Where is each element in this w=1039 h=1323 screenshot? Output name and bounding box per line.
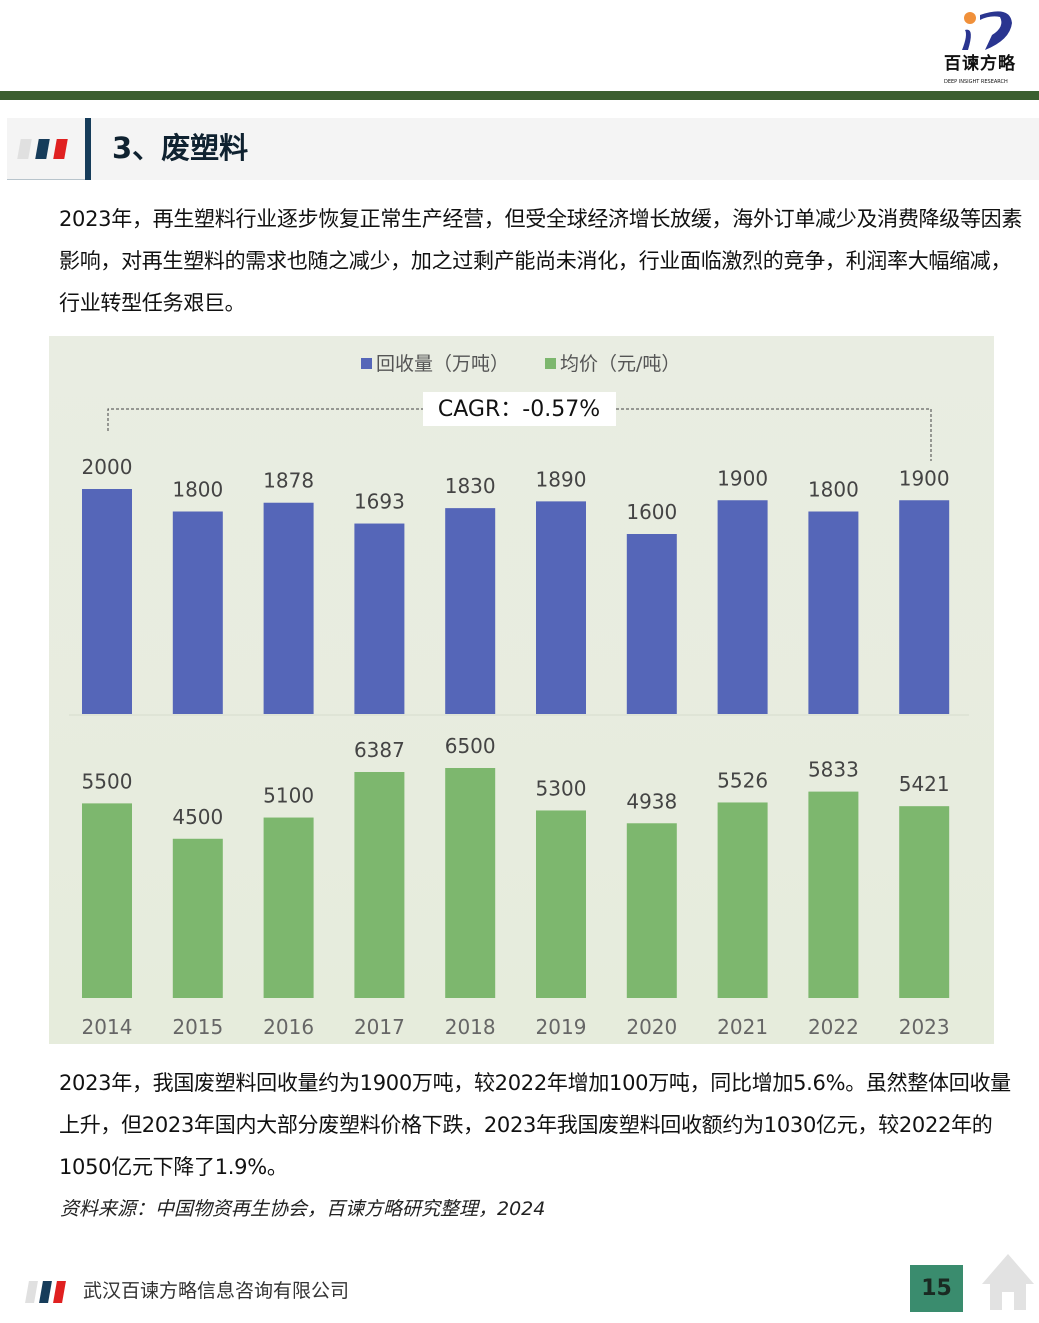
data-label: 5421 [899, 772, 950, 796]
legend-swatch-price [545, 358, 556, 369]
bar-price-2017 [354, 771, 405, 998]
logo-text: 百谏方略 [944, 54, 1016, 74]
bar-recovery-2017 [354, 523, 405, 714]
x-tick-label: 2019 [536, 1015, 587, 1039]
bar-recovery-2016 [263, 502, 314, 714]
cagr-box [423, 392, 616, 426]
bar-chart: 回收量（万吨） 均价（元/吨） CAGR：-0.57% 2000 5500 2014… [49, 336, 994, 1044]
bar-recovery-2020 [626, 534, 677, 714]
bar-recovery-2021 [717, 500, 768, 714]
x-tick-label: 2022 [808, 1015, 859, 1039]
logo-subtext: DEEP INSIGHT RESEARCH [944, 79, 1008, 85]
x-tick-label: 2017 [354, 1015, 405, 1039]
company-logo: 百谏方略 DEEP INSIGHT RESEARCH [940, 5, 1035, 87]
bar-price-2015 [172, 838, 223, 998]
x-tick-label: 2018 [445, 1015, 496, 1039]
data-label: 1890 [536, 467, 587, 491]
bar-price-2019 [536, 810, 586, 998]
data-label: 5100 [263, 784, 314, 808]
data-label: 5300 [536, 776, 587, 800]
data-label: 6387 [354, 738, 405, 762]
page-number: 15 [910, 1265, 963, 1312]
bar-price-2021 [717, 802, 768, 998]
section-title: 3、废塑料 [112, 131, 249, 165]
home-icon[interactable] [980, 1252, 1036, 1312]
header-divider [0, 91, 1039, 100]
bar-recovery-2018 [445, 508, 496, 714]
logo-mark-icon [962, 11, 1012, 50]
legend-swatch-recovery [361, 358, 372, 369]
data-label: 1900 [717, 466, 768, 490]
bar-price-2023 [899, 806, 950, 998]
bar-recovery-2014 [82, 489, 132, 714]
cagr-label: CAGR：-0.57% [438, 397, 600, 422]
data-label: 2000 [82, 455, 133, 479]
data-label: 1900 [899, 466, 950, 490]
data-label: 1600 [626, 500, 677, 524]
bar-price-2016 [263, 817, 314, 998]
legend-price: 均价（元/吨） [560, 353, 680, 375]
legend: 回收量（万吨） 均价（元/吨） [361, 353, 680, 375]
bar-recovery-2015 [172, 511, 223, 714]
x-tick-label: 2023 [899, 1015, 950, 1039]
data-label: 1878 [263, 469, 314, 493]
data-label: 1693 [354, 490, 405, 514]
x-tick-label: 2015 [172, 1015, 223, 1039]
data-label: 1800 [172, 478, 223, 502]
data-label: 6500 [445, 734, 496, 758]
bar-price-2022 [808, 791, 859, 998]
data-label: 4938 [626, 789, 677, 813]
legend-recovery: 回收量（万吨） [376, 353, 509, 375]
bottom-text: 2023年，我国废塑料回收量约为1900万吨，较2022年增加100万吨，同比增… [59, 1062, 1024, 1222]
source-note: 资料来源：中国物资再生协会，百谏方略研究整理，2024 [60, 1198, 546, 1220]
bar-recovery-2019 [536, 501, 586, 714]
x-tick-label: 2016 [263, 1015, 314, 1039]
bar-price-2018 [445, 768, 496, 998]
intro-paragraph: 2023年，再生塑料行业逐步恢复正常生产经营，但受全球经济增长放缓，海外订单减少… [59, 207, 1023, 315]
cagr-bracket [107, 408, 932, 461]
bar-recovery-2022 [808, 511, 859, 714]
data-label: 5526 [717, 768, 768, 792]
data-label: 5833 [808, 758, 859, 782]
section-header: 3、废塑料 [7, 118, 1039, 180]
bar-price-2014 [82, 803, 132, 998]
x-tick-label: 2020 [626, 1015, 677, 1039]
x-tick-label: 2021 [717, 1015, 768, 1039]
data-label: 1800 [808, 478, 859, 502]
summary-paragraph: 2023年，我国废塑料回收量约为1900万吨，较2022年增加100万吨，同比增… [59, 1071, 1011, 1179]
data-label: 5500 [82, 769, 133, 793]
x-tick-label: 2014 [82, 1015, 133, 1039]
data-label: 1830 [445, 474, 496, 498]
data-label: 4500 [172, 805, 223, 829]
footer-company: 武汉百谏方略信息咨询有限公司 [83, 1280, 350, 1302]
bar-price-2020 [626, 823, 677, 998]
bar-recovery-2023 [899, 500, 950, 714]
